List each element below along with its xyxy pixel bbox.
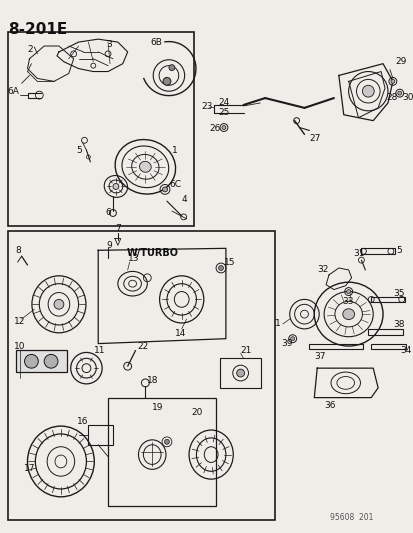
Text: W/TURBO: W/TURBO <box>126 248 178 259</box>
Text: 16: 16 <box>76 417 88 426</box>
Text: 8-201E: 8-201E <box>8 22 67 37</box>
Text: 7: 7 <box>115 224 121 233</box>
Text: 9: 9 <box>106 241 112 250</box>
Text: 21: 21 <box>240 346 252 355</box>
Text: 29: 29 <box>395 57 406 66</box>
Text: 11: 11 <box>94 346 106 355</box>
Text: 35: 35 <box>392 289 404 298</box>
Ellipse shape <box>169 64 174 70</box>
Text: 8: 8 <box>16 246 21 255</box>
Text: 22: 22 <box>137 342 148 351</box>
Text: 95608  201: 95608 201 <box>329 513 373 522</box>
Text: 19: 19 <box>152 403 163 412</box>
Ellipse shape <box>44 354 58 368</box>
Ellipse shape <box>221 126 225 130</box>
Text: 10: 10 <box>14 342 25 351</box>
Text: 13: 13 <box>127 254 139 263</box>
Bar <box>219 358 261 388</box>
Text: 18: 18 <box>147 376 159 385</box>
Bar <box>309 344 363 349</box>
Bar <box>16 351 66 372</box>
Text: 1: 1 <box>171 146 177 155</box>
Ellipse shape <box>346 289 350 294</box>
Ellipse shape <box>390 79 394 83</box>
Text: 2: 2 <box>27 45 33 54</box>
Text: 28: 28 <box>385 93 396 102</box>
Text: 30: 30 <box>402 93 413 102</box>
Text: 12: 12 <box>14 317 25 326</box>
Ellipse shape <box>24 354 38 368</box>
Text: 17: 17 <box>24 464 35 473</box>
Bar <box>370 297 404 302</box>
Text: 15: 15 <box>223 257 235 266</box>
Text: 5: 5 <box>76 146 82 155</box>
Bar <box>361 248 394 254</box>
Text: 25: 25 <box>218 108 229 117</box>
Text: 20: 20 <box>191 408 202 417</box>
Ellipse shape <box>361 85 373 97</box>
Text: 26: 26 <box>209 124 220 133</box>
Ellipse shape <box>236 369 244 377</box>
Text: 4: 4 <box>181 195 187 204</box>
Text: 6B: 6B <box>150 37 162 46</box>
Ellipse shape <box>139 161 151 172</box>
Bar <box>88 425 113 445</box>
Text: 3: 3 <box>106 39 112 49</box>
Ellipse shape <box>397 91 401 95</box>
Bar <box>8 231 274 520</box>
Text: 14: 14 <box>174 329 186 338</box>
Text: 34: 34 <box>400 346 411 355</box>
Bar <box>8 33 194 226</box>
Text: 24: 24 <box>218 99 229 108</box>
Bar <box>368 329 402 335</box>
Text: 37: 37 <box>313 352 325 361</box>
Text: 27: 27 <box>309 134 320 143</box>
Text: 32: 32 <box>316 265 328 274</box>
Text: 33: 33 <box>341 297 352 306</box>
Ellipse shape <box>290 337 294 341</box>
Text: 1: 1 <box>274 319 280 328</box>
Text: 5: 5 <box>395 246 401 255</box>
Ellipse shape <box>54 300 64 309</box>
Ellipse shape <box>162 187 167 192</box>
Text: 6: 6 <box>105 208 111 217</box>
Ellipse shape <box>113 183 119 189</box>
Ellipse shape <box>164 439 169 445</box>
Text: 6C: 6C <box>169 180 180 189</box>
Text: 38: 38 <box>392 320 404 329</box>
Text: 31: 31 <box>353 249 364 258</box>
Text: 6A: 6A <box>7 87 19 96</box>
Ellipse shape <box>342 309 354 320</box>
Text: 39: 39 <box>280 339 292 348</box>
Ellipse shape <box>163 77 171 85</box>
Text: 23: 23 <box>201 102 212 111</box>
Bar <box>108 398 216 506</box>
Bar <box>370 344 405 349</box>
Text: 36: 36 <box>323 401 335 410</box>
Ellipse shape <box>218 265 223 270</box>
